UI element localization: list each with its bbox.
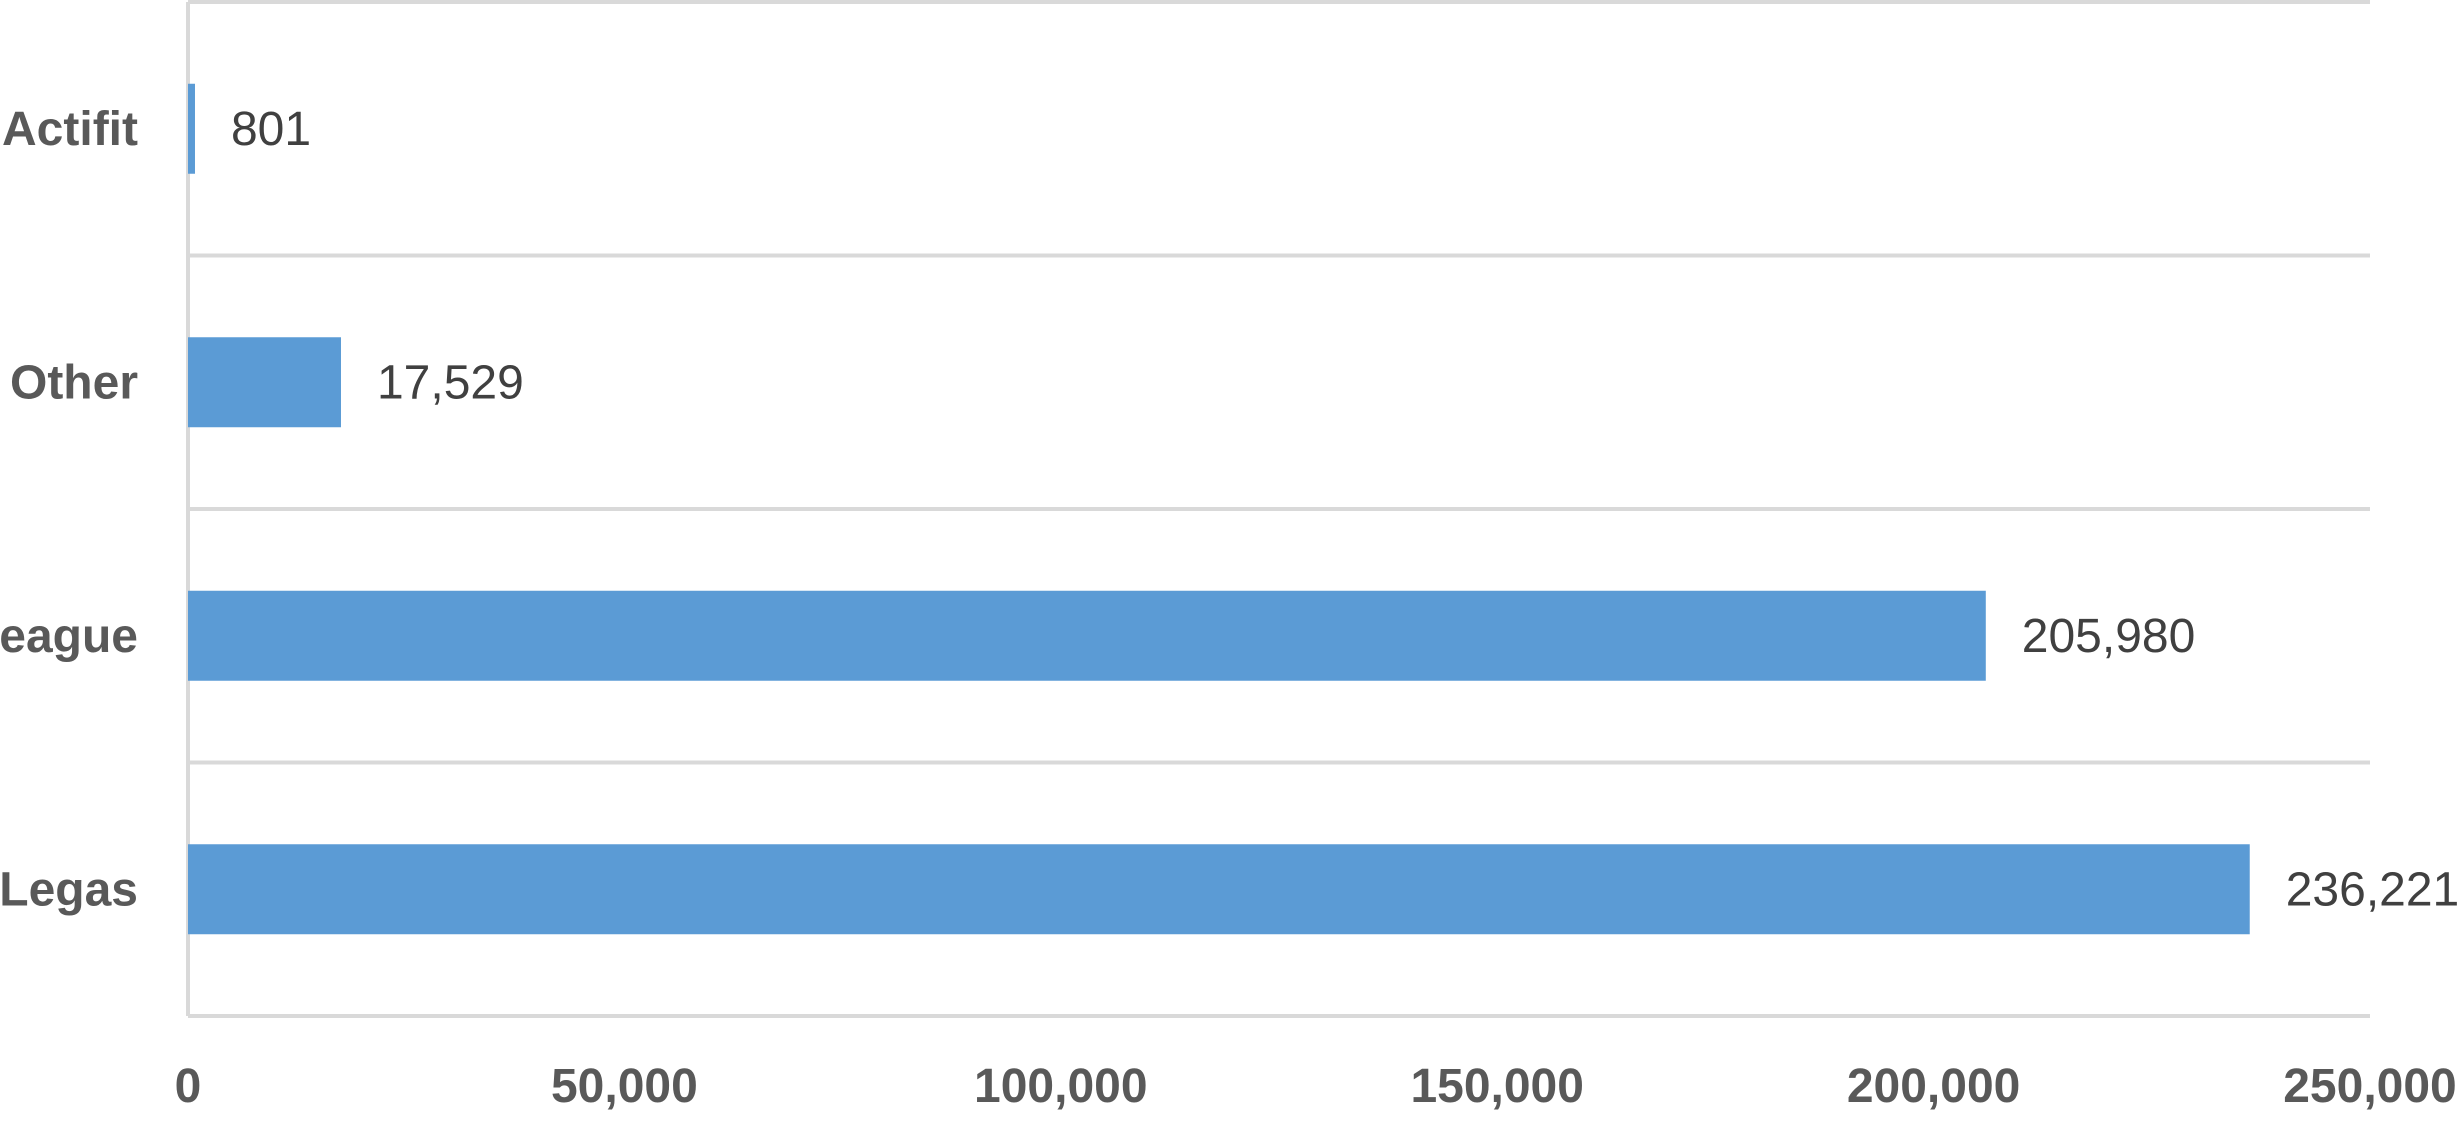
- category-label: Actifit: [2, 103, 138, 156]
- x-tick-label: 200,000: [1847, 1060, 2021, 1113]
- category-label: League: [0, 610, 138, 663]
- bar-other: [188, 337, 341, 428]
- x-tick-label: 250,000: [2283, 1060, 2457, 1113]
- x-tick-label: 150,000: [1410, 1060, 1584, 1113]
- category-label: Legas: [0, 863, 138, 916]
- data-label: 801: [231, 103, 311, 156]
- category-label: Other: [10, 356, 138, 409]
- bar-actifit: [188, 83, 195, 174]
- bar-legas: [188, 844, 2250, 935]
- data-label: 205,980: [2022, 610, 2196, 663]
- x-tick-label: 50,000: [551, 1060, 698, 1113]
- bar-league: [188, 590, 1986, 681]
- data-label: 236,221: [2286, 863, 2458, 916]
- x-tick-label: 0: [175, 1060, 202, 1113]
- x-tick-label: 100,000: [974, 1060, 1148, 1113]
- data-label: 17,529: [377, 356, 524, 409]
